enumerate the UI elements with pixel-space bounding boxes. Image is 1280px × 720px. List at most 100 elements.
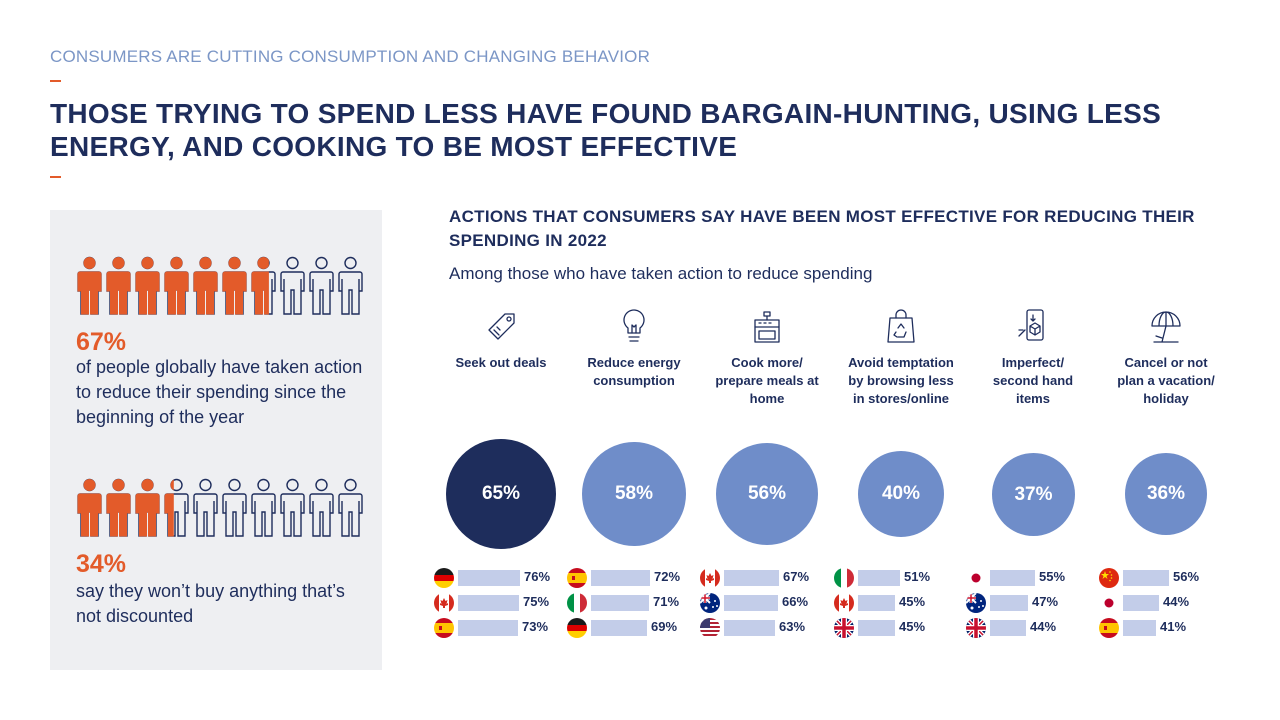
country-bar: [858, 620, 895, 636]
chart-subtitle: Among those who have taken action to red…: [449, 264, 873, 283]
australia-flag: [966, 593, 986, 613]
country-row: 55%: [966, 568, 1100, 588]
category-label: Seek out deals: [455, 355, 547, 370]
people-row-1: [76, 256, 364, 323]
country-row: 45%: [834, 618, 968, 638]
country-value-label: 55%: [1039, 569, 1066, 584]
country-bar: [591, 595, 649, 611]
person-filled-icon: [76, 256, 103, 323]
category-label: Imperfect/ second hand items: [992, 355, 1074, 406]
spain-flag: [1099, 618, 1119, 638]
canada-flag: [700, 568, 720, 588]
country-bar: [990, 595, 1028, 611]
country-bar: [724, 570, 779, 586]
country-value-label: 51%: [904, 569, 931, 584]
person-filled-icon: [192, 256, 219, 323]
person-outline-icon: [279, 478, 306, 545]
country-bar: [990, 620, 1026, 636]
chart-column: Reduce energy consumption 58% 72% 71% 69%: [567, 300, 701, 650]
kicker-divider: [50, 80, 61, 82]
country-bar: [724, 595, 778, 611]
china-flag: [1099, 568, 1119, 588]
country-value-label: 45%: [899, 619, 926, 634]
usa-flag: [700, 618, 720, 638]
value-bubble: 56%: [716, 443, 818, 545]
recycle-bag-icon: [881, 306, 921, 346]
category-label: Cook more/ prepare meals at home: [715, 355, 819, 406]
country-row: 47%: [966, 593, 1100, 613]
beach-umbrella-icon: [1146, 306, 1186, 346]
country-row: 51%: [834, 568, 968, 588]
country-row: 73%: [434, 618, 568, 638]
country-value-label: 67%: [783, 569, 810, 584]
person-outline-icon: [308, 256, 335, 323]
country-bar: [458, 570, 520, 586]
country-value-label: 72%: [654, 569, 681, 584]
country-value-label: 71%: [653, 594, 680, 609]
person-filled-icon: [105, 256, 132, 323]
chart-column: Avoid temptation by browsing less in sto…: [834, 300, 968, 650]
country-row: 66%: [700, 593, 834, 613]
spain-flag: [434, 618, 454, 638]
headline: THOSE TRYING TO SPEND LESS HAVE FOUND BA…: [50, 98, 1162, 162]
price-tag-icon: [481, 306, 521, 346]
person-outline-icon: [221, 478, 248, 545]
uk-flag: [834, 618, 854, 638]
country-value-label: 56%: [1173, 569, 1200, 584]
country-bar: [724, 620, 775, 636]
country-value-label: 63%: [779, 619, 806, 634]
country-value-label: 44%: [1163, 594, 1190, 609]
person-outline-icon: [279, 256, 306, 323]
country-row: 72%: [567, 568, 701, 588]
spain-flag: [567, 568, 587, 588]
chart-column: Seek out deals 65% 76% 75% 73%: [434, 300, 568, 650]
uk-flag: [966, 618, 986, 638]
country-row: 71%: [567, 593, 701, 613]
italy-flag: [567, 593, 587, 613]
canada-flag: [434, 593, 454, 613]
value-bubble: 65%: [446, 439, 556, 549]
bubble-value-label: 36%: [1146, 483, 1186, 504]
canada-flag: [834, 593, 854, 613]
country-bar: [990, 570, 1035, 586]
country-bar: [858, 595, 895, 611]
country-row: 44%: [966, 618, 1100, 638]
bubble-value-label: 56%: [747, 483, 787, 504]
stat2-percent: 34%: [76, 550, 127, 578]
value-bubble: 37%: [992, 453, 1075, 536]
japan-flag: [1099, 593, 1119, 613]
germany-flag: [567, 618, 587, 638]
category-label: Avoid temptation by browsing less in sto…: [848, 355, 954, 406]
country-value-label: 47%: [1032, 594, 1059, 609]
left-panel: 67% of people globally have taken action…: [50, 210, 382, 670]
country-row: 67%: [700, 568, 834, 588]
category-label: Reduce energy consumption: [587, 355, 681, 388]
chart-column: Cancel or not plan a vacation/ holiday 36…: [1099, 300, 1233, 650]
chart-column: Imperfect/ second hand items 37% 55% 47% 44%: [966, 300, 1100, 650]
person-outline-icon: [192, 478, 219, 545]
bubble-value-label: 65%: [481, 483, 521, 504]
country-bar: [591, 570, 650, 586]
value-bubble: 40%: [858, 451, 944, 537]
country-row: 56%: [1099, 568, 1233, 588]
country-value-label: 44%: [1030, 619, 1057, 634]
country-value-label: 45%: [899, 594, 926, 609]
value-bubble: 36%: [1125, 453, 1207, 535]
country-bar: [458, 620, 518, 636]
country-bar: [458, 595, 519, 611]
person-outline-icon: [308, 478, 335, 545]
person-outline-icon: [337, 256, 364, 323]
country-row: 44%: [1099, 593, 1233, 613]
country-value-label: 76%: [524, 569, 551, 584]
germany-flag: [434, 568, 454, 588]
person-filled-icon: [163, 256, 190, 323]
lightbulb-icon: [614, 306, 654, 346]
country-bar: [1123, 620, 1156, 636]
stat1-percent: 67%: [76, 328, 127, 356]
person-partial-icon: [250, 256, 277, 323]
person-outline-icon: [337, 478, 364, 545]
chart-title: ACTIONS THAT CONSUMERS SAY HAVE BEEN MOS…: [449, 207, 1195, 250]
phone-box-icon: [1013, 306, 1053, 346]
country-row: 75%: [434, 593, 568, 613]
australia-flag: [700, 593, 720, 613]
